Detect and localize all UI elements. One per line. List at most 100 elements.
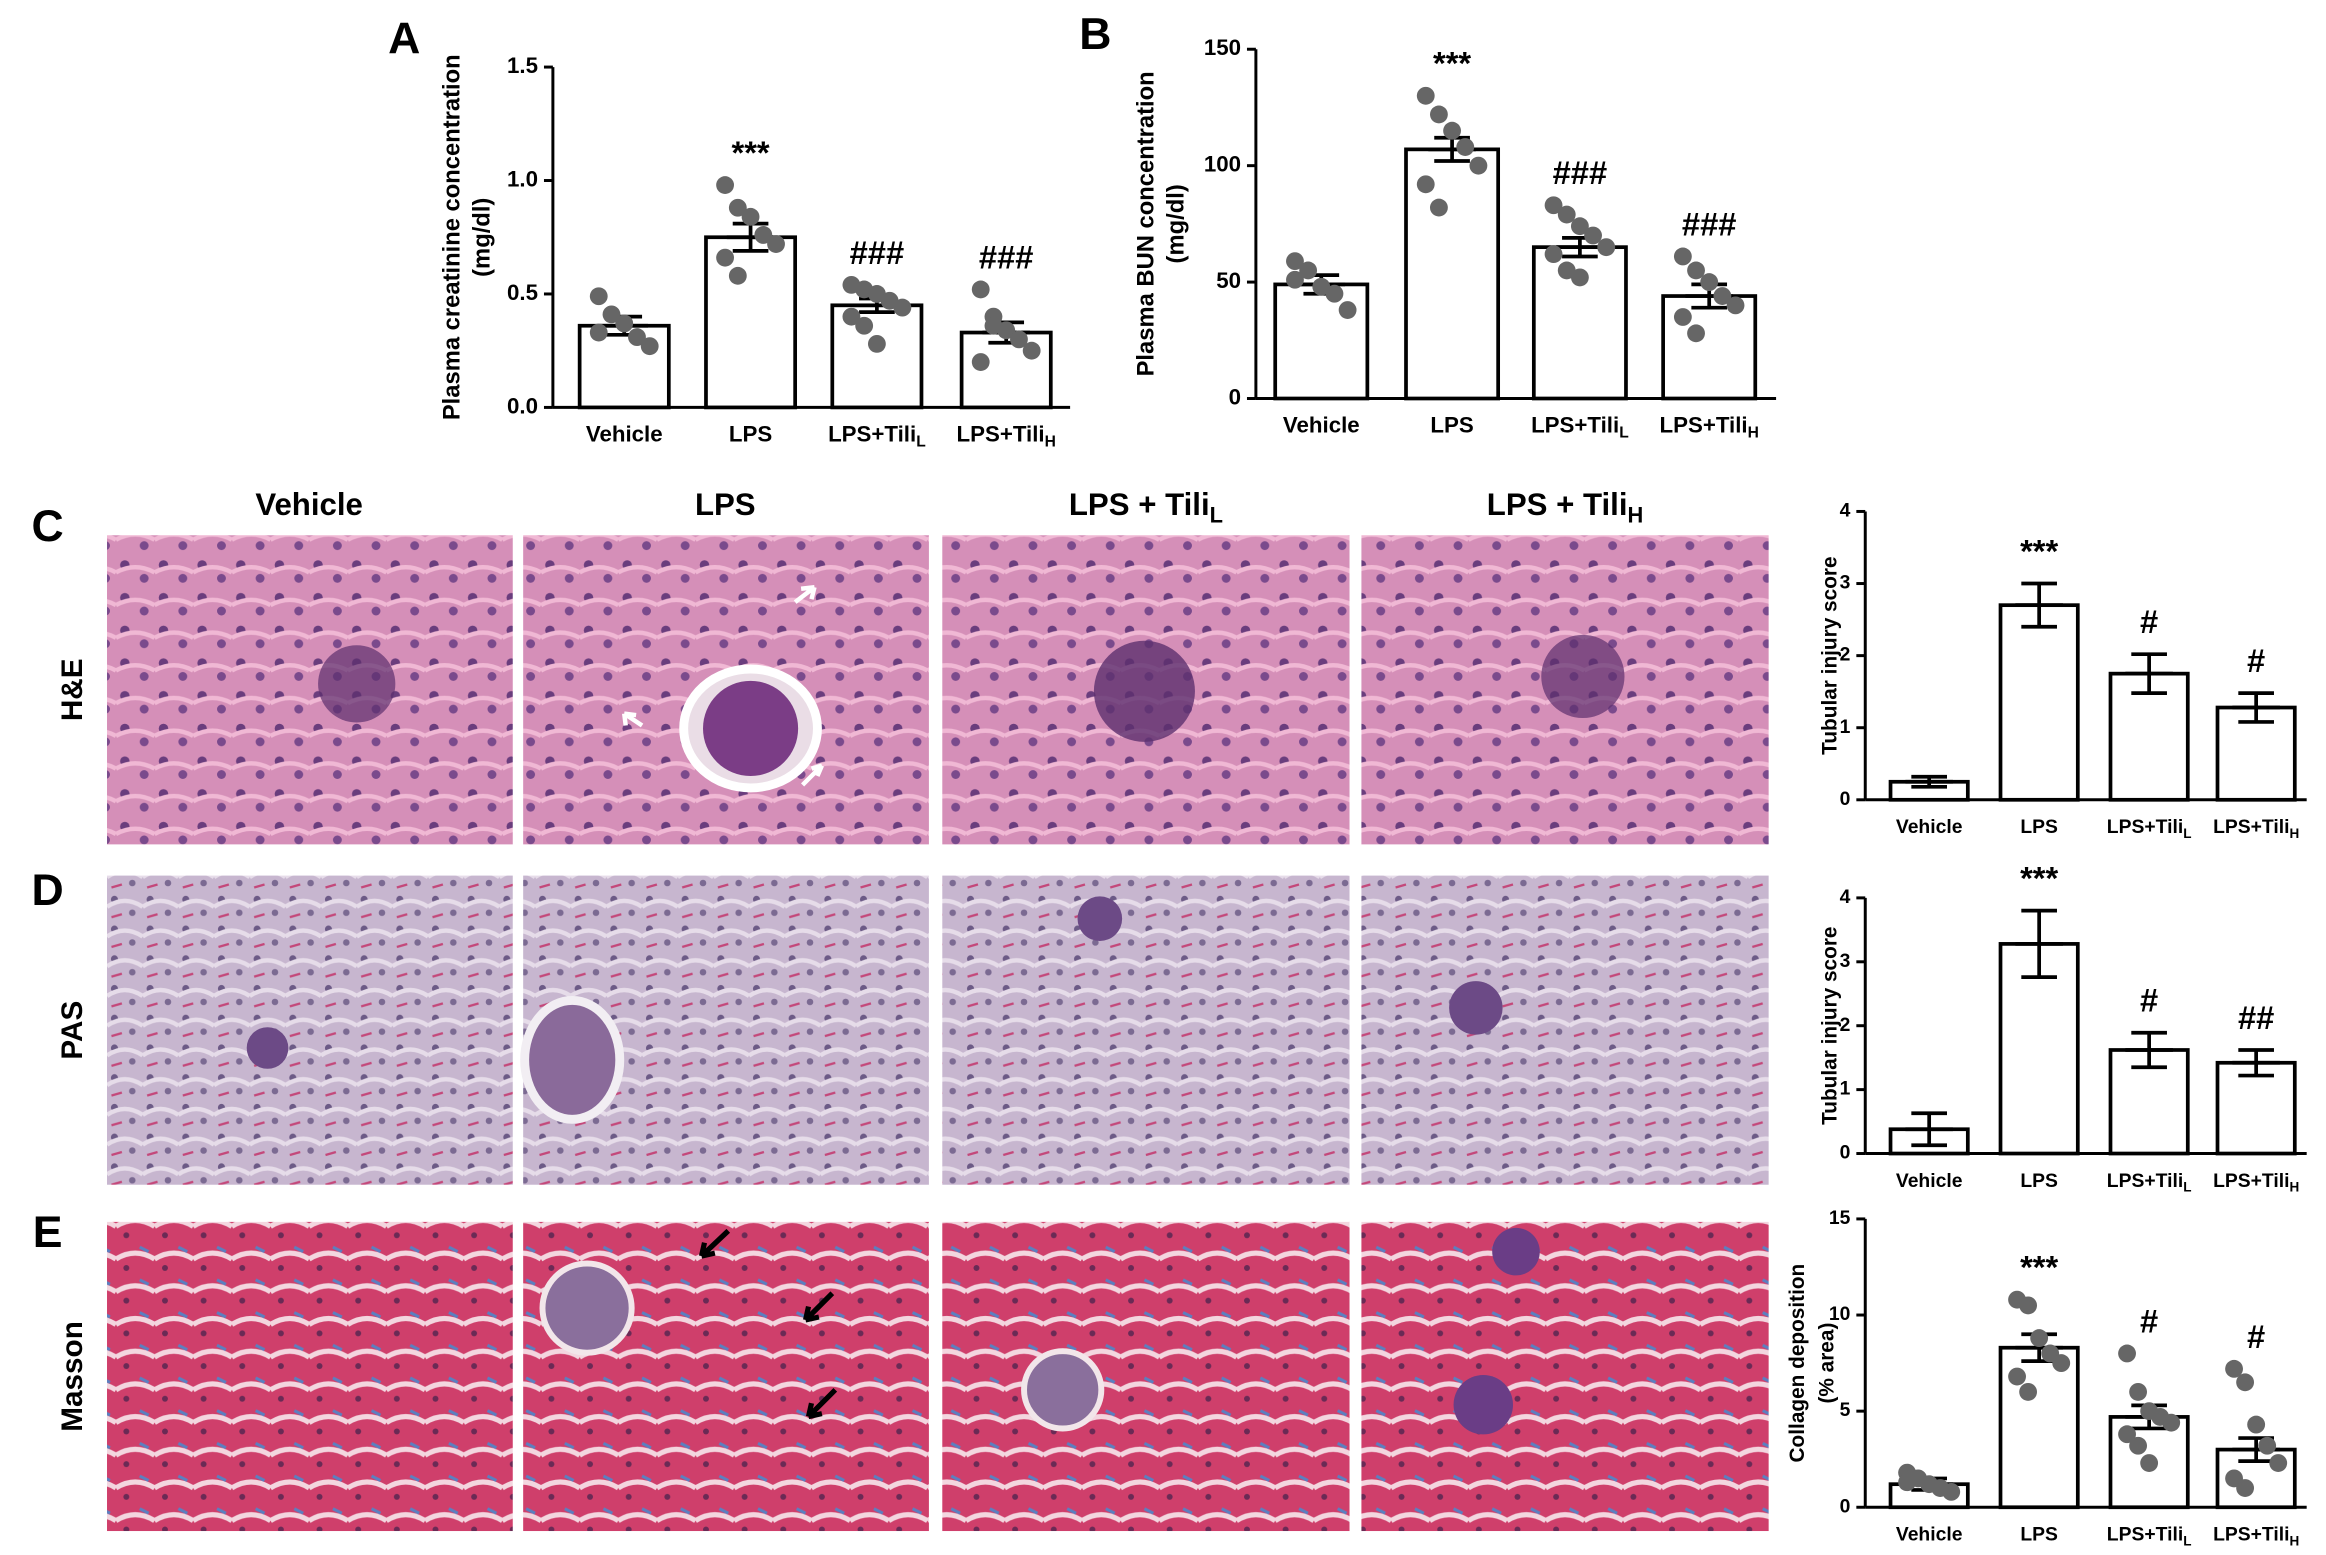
data-point xyxy=(728,198,747,217)
data-point xyxy=(1687,324,1705,343)
x-tick-label-main: LPS+Tili xyxy=(2107,1171,2183,1192)
data-point xyxy=(1325,284,1344,303)
x-tick-label: Vehicle xyxy=(1896,817,1963,838)
x-tick-label-main: Vehicle xyxy=(1896,817,1963,838)
x-tick-label: LPS xyxy=(2020,1171,2058,1192)
y-axis-label: Plasma BUN concentration xyxy=(1133,71,1160,376)
glomerulus xyxy=(1449,981,1503,1035)
y-tick-label: 3 xyxy=(1840,573,1851,594)
error-bar xyxy=(2232,1048,2280,1078)
data-point xyxy=(589,323,608,342)
data-point xyxy=(1673,308,1692,326)
column-header: Vehicle xyxy=(255,487,363,522)
significance-label: *** xyxy=(2020,860,2058,897)
y-axis-label: (mg/dl) xyxy=(1162,184,1189,263)
data-point xyxy=(1469,156,1488,175)
significance-label: ## xyxy=(2238,999,2274,1036)
x-tick-label: Vehicle xyxy=(1283,413,1360,438)
x-tick-label-main: Vehicle xyxy=(586,422,663,447)
x-tick-label-main: LPS+Tili xyxy=(1660,413,1748,438)
y-tick-label: 1 xyxy=(1840,1079,1851,1100)
x-tick-label-main: LPS xyxy=(2020,1171,2058,1192)
x-tick-label-subscript: H xyxy=(1748,425,1759,442)
data-point xyxy=(1687,261,1705,280)
histology-images xyxy=(107,535,1769,1532)
glomerulus xyxy=(1492,1227,1540,1276)
arrows xyxy=(622,585,824,787)
y-tick-label: 4 xyxy=(1840,887,1851,908)
y-tick-label: 1.0 xyxy=(507,166,538,191)
y-tick-label: 1.5 xyxy=(507,53,538,78)
data-point xyxy=(2269,1454,2288,1472)
data-point xyxy=(1286,252,1304,271)
data-point xyxy=(602,305,621,324)
x-tick-label: LPS+TiliL xyxy=(828,422,926,451)
data-point xyxy=(1338,301,1357,319)
glomerulus xyxy=(246,1027,289,1069)
data-point xyxy=(1456,138,1475,156)
x-tick-label-main: LPS xyxy=(2020,817,2058,838)
data-point xyxy=(1700,273,1719,291)
x-tick-label-main: Vehicle xyxy=(1283,413,1360,438)
bar xyxy=(2108,671,2190,802)
panel-letter: E xyxy=(33,1208,63,1257)
data-point xyxy=(1010,330,1028,349)
data-point xyxy=(754,226,773,244)
data-point xyxy=(2258,1436,2277,1455)
bar xyxy=(1998,603,2080,802)
data-point xyxy=(2118,1425,2136,1444)
x-tick-label: LPS+TiliH xyxy=(1660,413,1759,442)
glomerulus xyxy=(703,680,799,777)
data-point xyxy=(1570,217,1589,236)
row-label: PAS xyxy=(56,1001,89,1060)
data-point xyxy=(1673,247,1692,266)
x-tick-label-subscript: L xyxy=(1619,425,1629,442)
glomerulus xyxy=(318,645,396,723)
error-bar xyxy=(2232,1436,2280,1463)
data-point xyxy=(2225,1359,2243,1378)
data-point xyxy=(971,280,990,299)
x-tick-label: LPS+TiliH xyxy=(957,422,1056,451)
y-tick-label: 0 xyxy=(1840,1143,1851,1164)
data-point xyxy=(1312,277,1331,296)
data-point xyxy=(1713,287,1732,305)
glomerulus xyxy=(1077,896,1123,941)
x-tick-label: LPS+TiliL xyxy=(2107,817,2192,840)
significance-label: ### xyxy=(1553,154,1608,191)
x-tick-label: LPS+TiliH xyxy=(2213,1171,2299,1194)
histology-image xyxy=(107,1221,513,1532)
y-tick-label: 0 xyxy=(1840,789,1851,810)
bar xyxy=(2108,1048,2190,1156)
significance-label: *** xyxy=(2020,1249,2058,1286)
significance-label: # xyxy=(2247,642,2265,679)
error-bar xyxy=(2015,581,2063,629)
data-point xyxy=(716,176,735,194)
data-point xyxy=(1557,205,1576,224)
significance-label: ### xyxy=(1682,205,1737,242)
data-point xyxy=(1557,261,1576,280)
data-point xyxy=(1429,198,1448,217)
data-point xyxy=(1726,296,1745,315)
data-point xyxy=(855,316,874,335)
data-point xyxy=(1544,245,1563,264)
x-tick-label-main: LPS xyxy=(1430,413,1473,438)
data-point xyxy=(1299,261,1318,280)
glomerulus xyxy=(1093,640,1195,742)
column-header: LPS + TiliL xyxy=(1069,487,1223,527)
data-point xyxy=(615,314,634,333)
x-tick-label: Vehicle xyxy=(1896,1525,1963,1546)
x-tick-label-subscript: H xyxy=(2289,1533,2299,1548)
x-tick-label: LPS xyxy=(1430,413,1473,438)
data-point xyxy=(767,235,785,253)
y-tick-label: 0 xyxy=(1840,1496,1851,1517)
significance-label: ### xyxy=(850,234,905,271)
significance-label: # xyxy=(2247,1318,2265,1355)
column-header-main: Vehicle xyxy=(255,487,363,522)
significance-label: ### xyxy=(979,238,1034,275)
error-bar xyxy=(1905,774,1953,789)
histology-image xyxy=(1361,875,1769,1185)
data-point xyxy=(2019,1296,2038,1315)
x-tick-label: LPS xyxy=(2020,1525,2058,1546)
x-tick-label-subscript: L xyxy=(916,433,926,450)
